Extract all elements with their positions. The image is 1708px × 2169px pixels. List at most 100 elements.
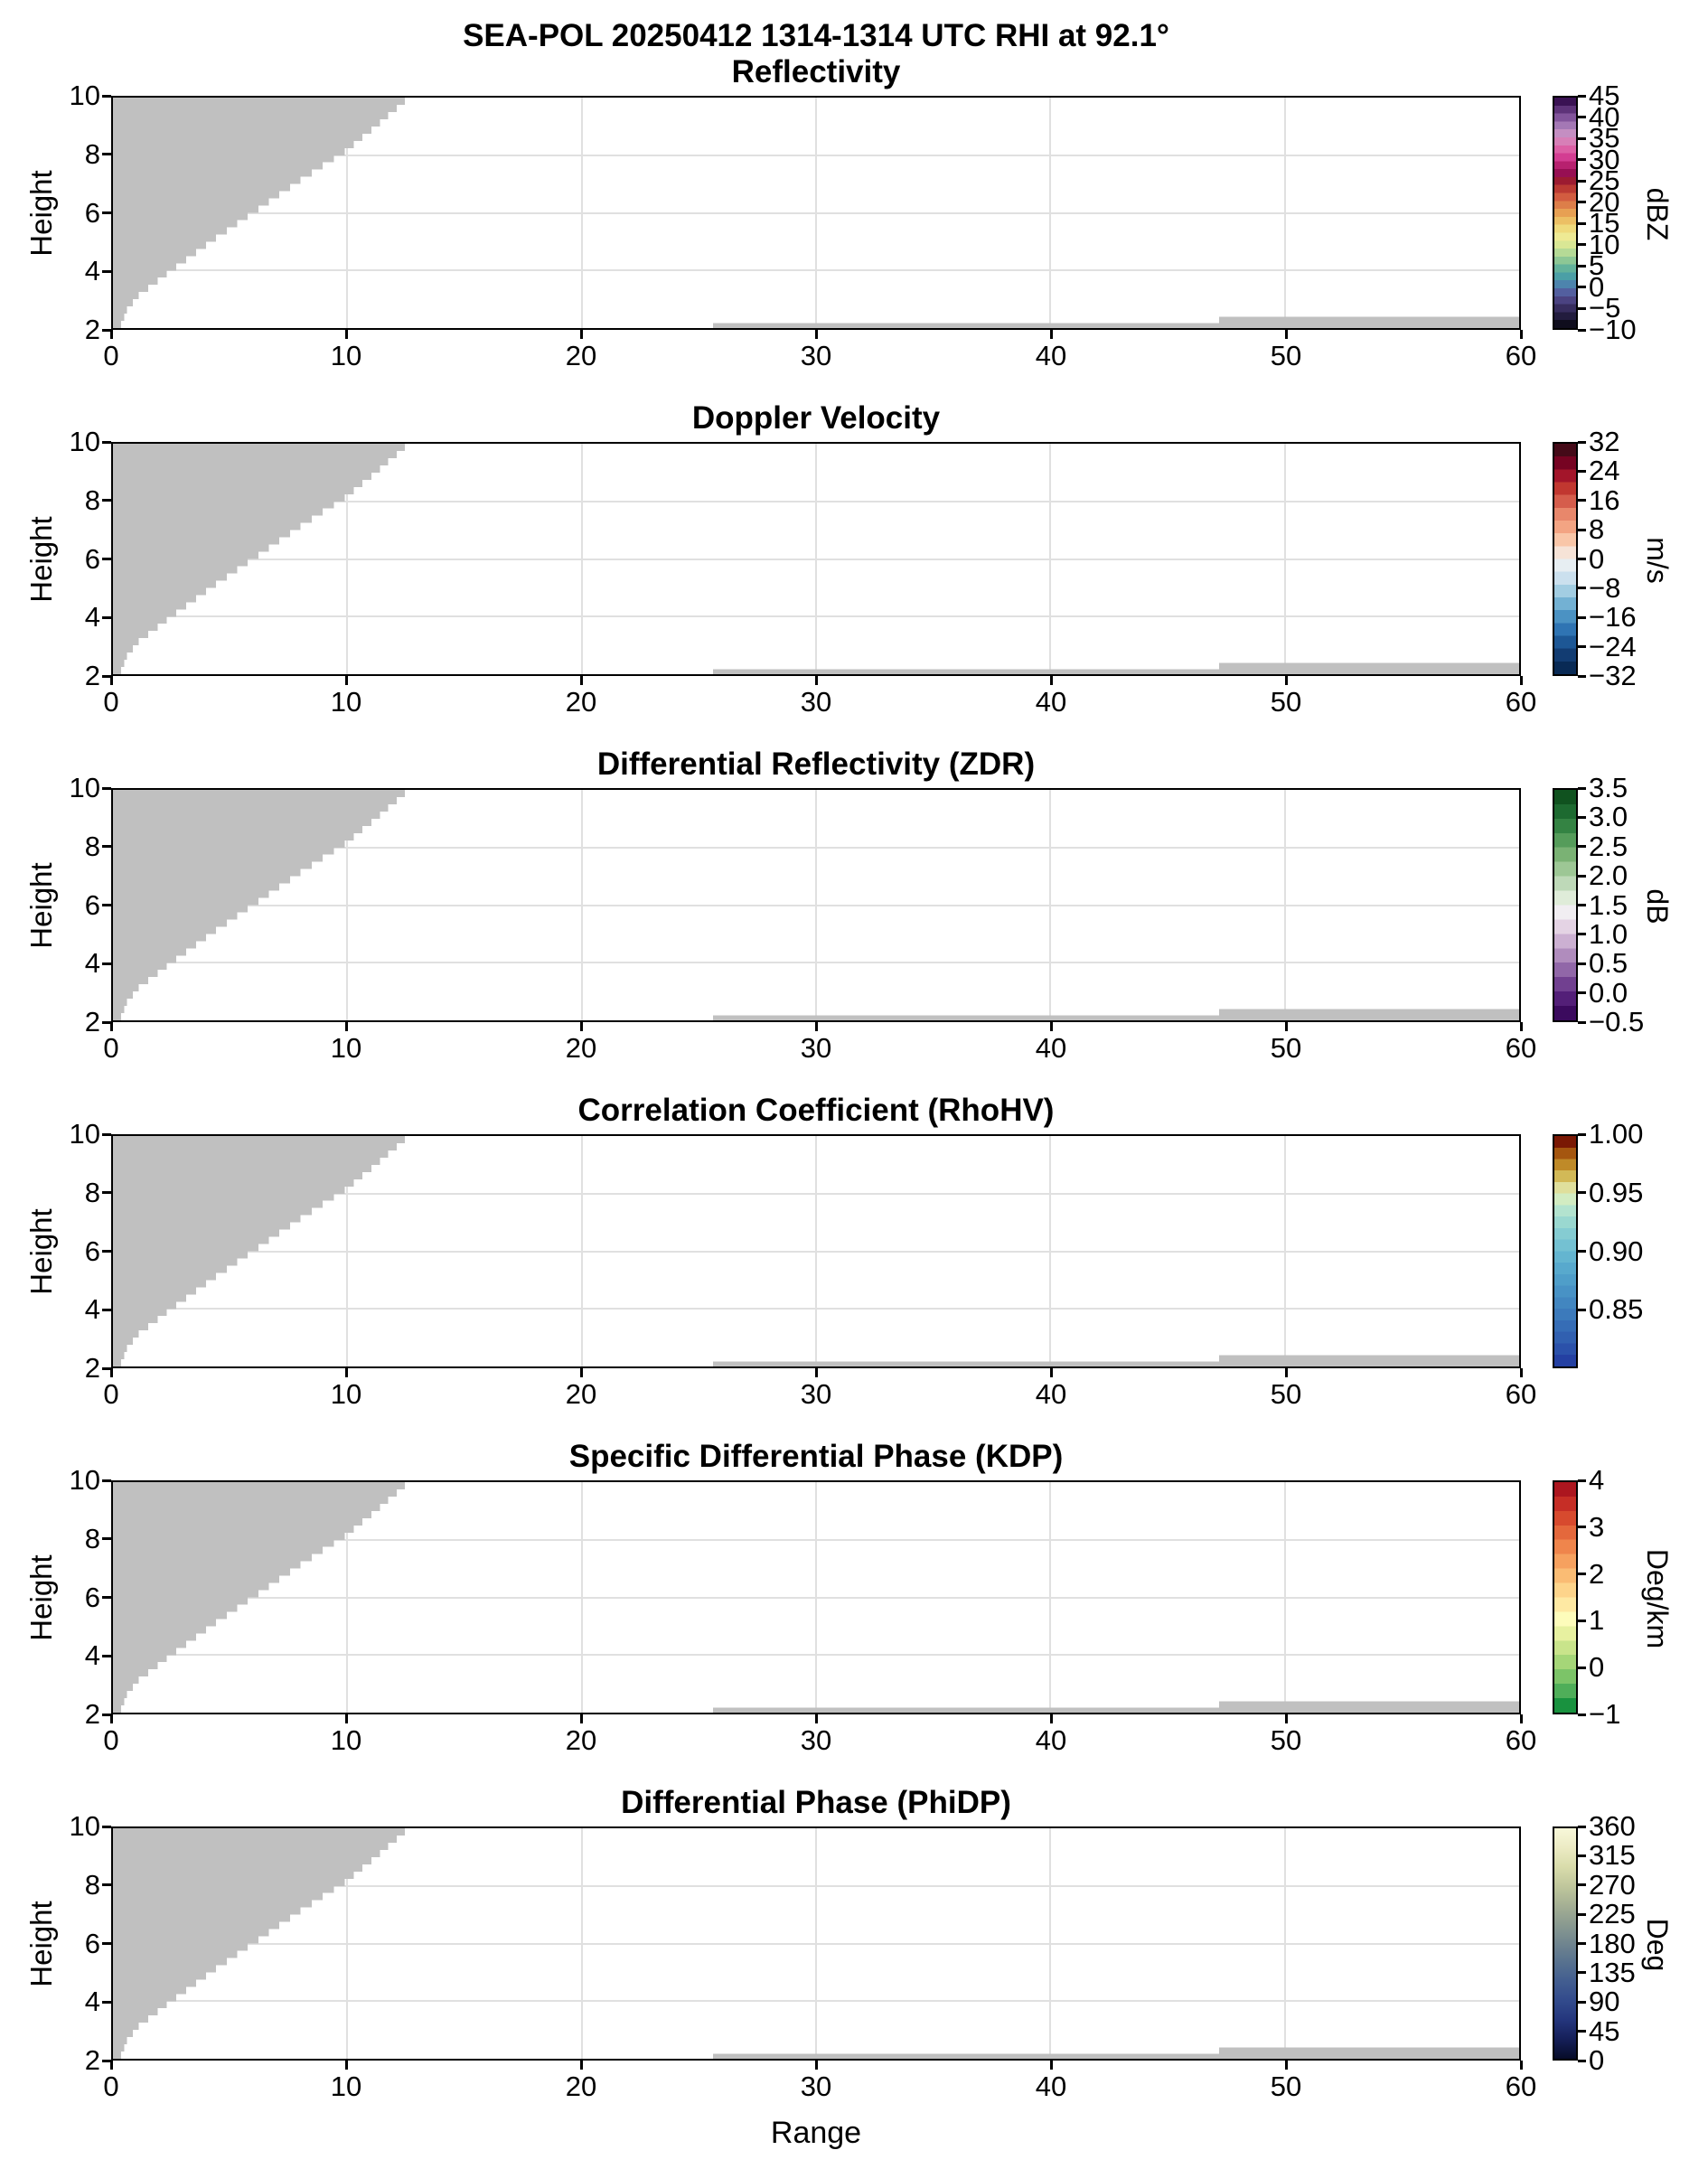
colorbar-tick-label: 3 bbox=[1589, 1510, 1605, 1543]
y-tick-label: 4 bbox=[84, 1293, 100, 1326]
x-tick-mark bbox=[344, 330, 348, 339]
colorbar-tick-mark bbox=[1578, 1825, 1586, 1828]
x-tick-mark bbox=[109, 1022, 113, 1031]
colorbar-tick-mark bbox=[1578, 306, 1586, 310]
colorbar-tick-mark bbox=[1578, 286, 1586, 289]
x-tick-mark bbox=[1519, 1368, 1523, 1377]
colorbar bbox=[1553, 788, 1578, 1022]
x-tick-label: 50 bbox=[1270, 1032, 1302, 1064]
x-tick-label: 10 bbox=[330, 1378, 362, 1410]
y-tick-label: 6 bbox=[84, 1581, 100, 1613]
x-tick-label: 50 bbox=[1270, 686, 1302, 718]
colorbar-tick-label: 30 bbox=[1589, 143, 1620, 175]
colorbar-tick-label: 0.0 bbox=[1589, 976, 1628, 1009]
y-tick-label: 6 bbox=[84, 888, 100, 921]
x-tick-mark bbox=[814, 330, 818, 339]
colorbar-tick-label: 40 bbox=[1589, 100, 1620, 133]
colorbar-tick-label: −0.5 bbox=[1589, 1006, 1645, 1038]
y-tick-label: 4 bbox=[84, 1986, 100, 2018]
x-tick-mark bbox=[109, 1368, 113, 1377]
x-tick-label: 0 bbox=[103, 2070, 119, 2102]
x-tick-mark bbox=[109, 1714, 113, 1723]
x-tick-label: 0 bbox=[103, 1724, 119, 1756]
x-tick-mark bbox=[1049, 676, 1053, 685]
colorbar-tick-mark bbox=[1578, 587, 1586, 590]
colorbar-tick-label: 135 bbox=[1589, 1956, 1636, 1988]
y-tick-label: 2 bbox=[84, 1352, 100, 1384]
colorbar-tick-mark bbox=[1578, 962, 1586, 965]
colorbar-tick-mark bbox=[1578, 1573, 1586, 1576]
colorbar-tick-mark bbox=[1578, 158, 1586, 162]
y-tick-label: 6 bbox=[84, 196, 100, 229]
y-axis-label: Height bbox=[24, 1554, 58, 1641]
x-tick-mark bbox=[1049, 330, 1053, 339]
gray-fill-path bbox=[113, 1828, 1519, 2059]
colorbar-tick-label: 0.85 bbox=[1589, 1293, 1644, 1326]
x-tick-label: 60 bbox=[1505, 1378, 1537, 1410]
figure-title: SEA-POL 20250412 1314-1314 UTC RHI at 92… bbox=[463, 18, 1169, 53]
x-tick-label: 10 bbox=[330, 1724, 362, 1756]
y-tick-mark bbox=[102, 1366, 111, 1370]
x-tick-label: 40 bbox=[1035, 340, 1067, 371]
colorbar-tick-mark bbox=[1578, 1132, 1586, 1136]
gridline-horizontal bbox=[113, 962, 1519, 964]
x-tick-mark bbox=[814, 1714, 818, 1723]
x-tick-label: 40 bbox=[1035, 1378, 1067, 1410]
x-tick-mark bbox=[814, 676, 818, 685]
y-tick-mark bbox=[102, 962, 111, 965]
colorbar-tick-mark bbox=[1578, 1854, 1586, 1857]
colorbar-tick-mark bbox=[1578, 991, 1586, 995]
colorbar-tick-mark bbox=[1578, 201, 1586, 204]
gray-fill-path bbox=[113, 98, 1519, 328]
x-tick-mark bbox=[109, 330, 113, 339]
x-tick-mark bbox=[344, 2061, 348, 2070]
x-tick-label: 20 bbox=[565, 1032, 597, 1064]
colorbar-tick-label: −32 bbox=[1589, 660, 1637, 691]
x-tick-label: 50 bbox=[1270, 1724, 1302, 1756]
y-tick-mark bbox=[102, 1713, 111, 1716]
gray-fill-path bbox=[113, 1136, 1519, 1366]
colorbar bbox=[1553, 96, 1578, 330]
panel-title: Differential Phase (PhiDP) bbox=[621, 1785, 1011, 1820]
colorbar-tick-label: 5 bbox=[1589, 249, 1605, 282]
gridline-horizontal bbox=[113, 1942, 1519, 1945]
x-tick-label: 40 bbox=[1035, 2070, 1067, 2102]
y-tick-mark bbox=[102, 2000, 111, 2004]
x-tick-mark bbox=[1049, 1368, 1053, 1377]
colorbar-tick-mark bbox=[1578, 440, 1586, 444]
y-tick-label: 4 bbox=[84, 1639, 100, 1672]
colorbar-tick-label: 1.0 bbox=[1589, 917, 1628, 950]
y-tick-mark bbox=[102, 328, 111, 332]
colorbar-tick-label: 0 bbox=[1589, 270, 1605, 303]
colorbar bbox=[1553, 1134, 1578, 1368]
x-tick-mark bbox=[1284, 1022, 1288, 1031]
colorbar-tick-label: 10 bbox=[1589, 228, 1620, 260]
y-tick-label: 8 bbox=[84, 484, 100, 516]
gridline-horizontal bbox=[113, 1308, 1519, 1310]
gridline-horizontal bbox=[113, 500, 1519, 502]
gridline-horizontal bbox=[113, 1596, 1519, 1599]
y-tick-mark bbox=[102, 153, 111, 156]
y-tick-label: 2 bbox=[84, 660, 100, 691]
x-tick-label: 20 bbox=[565, 1724, 597, 1756]
panel-title: Specific Differential Phase (KDP) bbox=[568, 1439, 1064, 1474]
colorbar-tick-label: 270 bbox=[1589, 1868, 1636, 1901]
gridline-horizontal bbox=[113, 1250, 1519, 1253]
y-tick-mark bbox=[102, 1654, 111, 1657]
x-tick-label: 30 bbox=[800, 2070, 832, 2102]
colorbar-tick-mark bbox=[1578, 1666, 1586, 1669]
colorbar-tick-label: 32 bbox=[1589, 426, 1620, 457]
y-tick-label: 2 bbox=[84, 2044, 100, 2076]
colorbar-tick-mark bbox=[1578, 1942, 1586, 1945]
colorbar-tick-label: 180 bbox=[1589, 1927, 1636, 1959]
x-tick-label: 60 bbox=[1505, 1032, 1537, 1064]
y-tick-label: 8 bbox=[84, 137, 100, 170]
x-tick-label: 20 bbox=[565, 340, 597, 371]
x-tick-label: 0 bbox=[103, 340, 119, 371]
y-tick-label: 2 bbox=[84, 1698, 100, 1730]
y-tick-label: 2 bbox=[84, 314, 100, 345]
y-tick-mark bbox=[102, 1883, 111, 1887]
colorbar-tick-label: 45 bbox=[1589, 80, 1620, 111]
y-tick-label: 10 bbox=[69, 772, 100, 803]
x-tick-mark bbox=[579, 676, 583, 685]
